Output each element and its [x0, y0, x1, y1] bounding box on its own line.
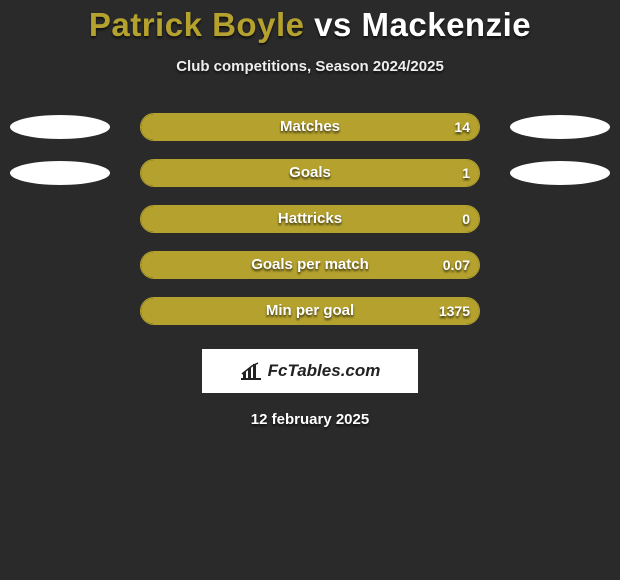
bar-chart-icon [240, 362, 262, 380]
stat-bar [140, 297, 480, 325]
player-a-fill [141, 114, 479, 140]
watermark-text: FcTables.com [268, 361, 381, 381]
player-a-fill [141, 252, 479, 278]
footer-date: 12 february 2025 [0, 411, 620, 428]
player-b-name: Mackenzie [362, 6, 532, 43]
stats-list: Matches14 Goals1 Hattricks0 Goals per match… [0, 113, 620, 325]
stat-row: Hattricks0 [0, 205, 620, 233]
player-a-fill [141, 160, 479, 186]
player-b-marker [510, 161, 610, 185]
player-a-name: Patrick Boyle [89, 6, 305, 43]
stat-row: Min per goal1375 [0, 297, 620, 325]
comparison-infographic: Patrick Boyle vs Mackenzie Club competit… [0, 0, 620, 580]
stat-row: Matches14 [0, 113, 620, 141]
player-a-marker [10, 161, 110, 185]
player-b-marker [510, 115, 610, 139]
stat-bar [140, 113, 480, 141]
stat-bar [140, 251, 480, 279]
player-a-marker [10, 115, 110, 139]
stat-row: Goals1 [0, 159, 620, 187]
page-title: Patrick Boyle vs Mackenzie [0, 6, 620, 44]
subtitle: Club competitions, Season 2024/2025 [0, 58, 620, 75]
stat-bar [140, 205, 480, 233]
stat-row: Goals per match0.07 [0, 251, 620, 279]
watermark: FcTables.com [202, 349, 418, 393]
player-a-fill [141, 206, 479, 232]
vs-separator: vs [314, 6, 352, 43]
stat-bar [140, 159, 480, 187]
player-a-fill [141, 298, 479, 324]
